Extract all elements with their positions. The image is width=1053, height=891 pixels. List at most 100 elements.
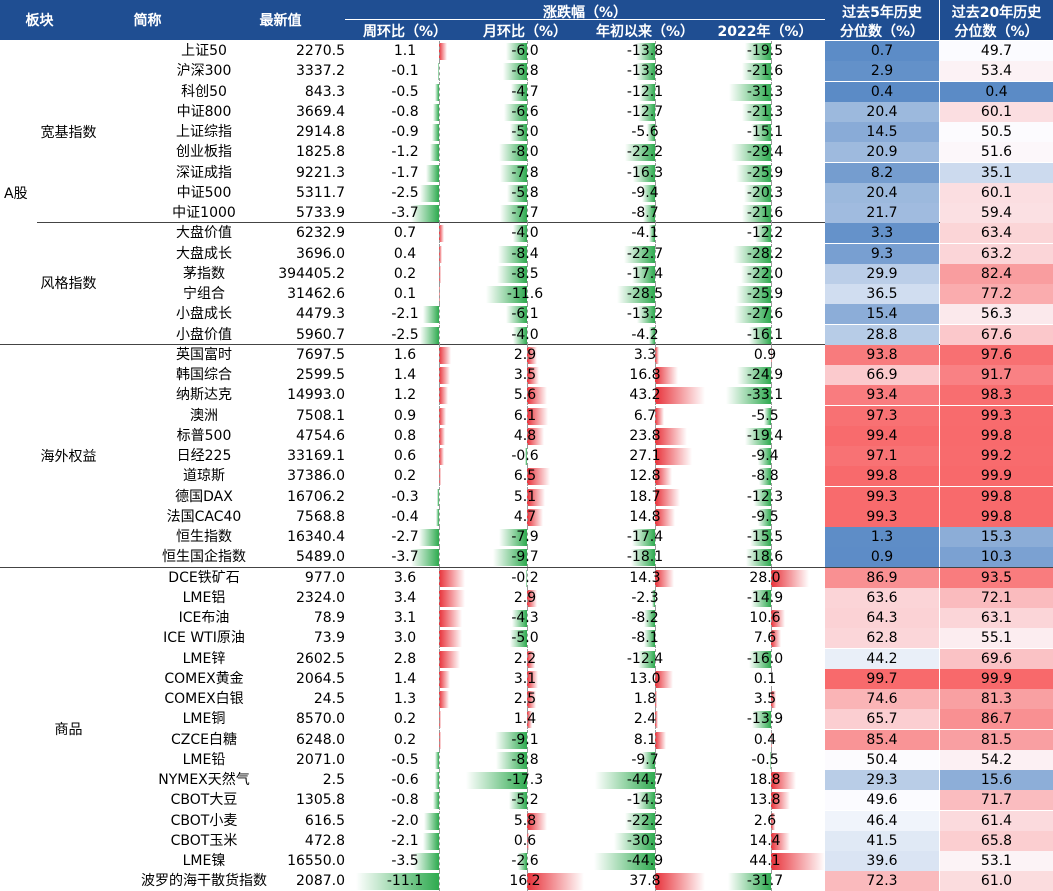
row-y2022-bar bbox=[745, 549, 771, 567]
row-latest: 6232.9 bbox=[296, 225, 345, 242]
row-p5-percentile: 3.3 bbox=[825, 223, 939, 244]
row-p5-percentile: 46.4 bbox=[825, 810, 939, 831]
row-p5-percentile: 20.9 bbox=[825, 142, 939, 163]
zero-line bbox=[527, 851, 528, 871]
row-ytd-cell: 14.8 bbox=[585, 506, 705, 527]
row-monthly-cell: 2.5 bbox=[465, 689, 585, 709]
row-name: 上证综指 bbox=[176, 124, 232, 140]
zero-line bbox=[771, 41, 772, 61]
row-p20-percentile: 86.7 bbox=[940, 709, 1053, 730]
row-ytd-bar bbox=[625, 144, 655, 162]
row-ytd-cell: 2.4 bbox=[585, 709, 705, 730]
row-weekly-cell: 1.6 bbox=[345, 344, 465, 365]
row-weekly-bar bbox=[439, 650, 460, 668]
row-ytd-cell: -16.3 bbox=[585, 162, 705, 183]
row-weekly-cell: -0.1 bbox=[345, 61, 465, 82]
row-monthly-value: 1.4 bbox=[513, 711, 537, 728]
row-p5-percentile: 36.5 bbox=[825, 284, 939, 304]
row-weekly-cell: 0.4 bbox=[345, 243, 465, 264]
separator-overseas-commodity bbox=[0, 567, 1053, 568]
row-latest: 24.5 bbox=[313, 691, 345, 707]
row-ytd-bar bbox=[647, 124, 655, 141]
row-y2022-bar bbox=[736, 164, 771, 182]
zero-line bbox=[655, 871, 656, 891]
header-latest: 最新值 bbox=[216, 0, 345, 40]
row-y2022-cell: -15.1 bbox=[705, 122, 825, 142]
row-p5-percentile: 86.9 bbox=[825, 567, 939, 588]
row-latest: 2071.0 bbox=[296, 751, 345, 768]
row-y2022-cell: -15.5 bbox=[705, 527, 825, 547]
zero-line bbox=[655, 851, 656, 871]
row-monthly-bar bbox=[527, 691, 536, 708]
zero-line bbox=[439, 263, 440, 284]
row-p20-percentile: 50.5 bbox=[940, 122, 1053, 142]
row-monthly-bar bbox=[503, 63, 527, 81]
row-p20-percentile: 61.4 bbox=[940, 810, 1053, 831]
row-weekly-bar bbox=[411, 549, 439, 567]
row-y2022-cell: 28.0 bbox=[705, 567, 825, 588]
row-y2022-bar bbox=[741, 265, 771, 283]
row-ytd-cell: -44.9 bbox=[585, 851, 705, 871]
row-ytd-bar bbox=[655, 407, 665, 425]
row-y2022-cell: -16.1 bbox=[705, 324, 825, 345]
table-row: DCE铁矿石 977.0 3.6 -0.2 14.3 28.0 86.9 93.5 bbox=[0, 567, 1053, 588]
row-latest: 5489.0 bbox=[296, 549, 345, 566]
zero-line bbox=[439, 41, 440, 61]
row-weekly-cell: 1.2 bbox=[345, 385, 465, 406]
row-monthly-value: 5.1 bbox=[513, 488, 537, 505]
row-monthly-value: 5.8 bbox=[513, 812, 537, 829]
row-y2022-bar bbox=[732, 245, 771, 263]
row-p5-percentile: 99.3 bbox=[825, 506, 939, 527]
row-monthly-bar bbox=[508, 792, 527, 810]
row-ytd-cell: -13.8 bbox=[585, 61, 705, 82]
row-monthly-value: 5.6 bbox=[513, 387, 537, 404]
row-weekly-cell: -0.8 bbox=[345, 790, 465, 811]
row-p20-percentile: 71.7 bbox=[940, 790, 1053, 811]
table-row: 日经225 33169.1 0.6 -0.6 27.1 -9.4 97.1 99.2 bbox=[0, 446, 1053, 466]
row-p5-percentile: 41.5 bbox=[825, 830, 939, 851]
row-weekly-cell: -2.5 bbox=[345, 182, 465, 203]
row-latest: 7508.1 bbox=[296, 407, 345, 424]
row-p20-percentile: 61.0 bbox=[940, 871, 1053, 891]
row-weekly-cell: -0.3 bbox=[345, 486, 465, 507]
row-y2022-cell: -18.6 bbox=[705, 547, 825, 568]
zero-line bbox=[439, 689, 440, 709]
row-ytd-value: -8.2 bbox=[631, 610, 659, 626]
row-ytd-bar bbox=[655, 427, 688, 445]
row-y2022-cell: -27.6 bbox=[705, 304, 825, 325]
row-name: 小盘价值 bbox=[176, 326, 232, 343]
row-ytd-value: 43.2 bbox=[629, 387, 661, 404]
zero-line bbox=[771, 223, 772, 244]
row-weekly-value: -0.9 bbox=[391, 124, 419, 140]
category-commodity: 商品 bbox=[54, 722, 83, 738]
row-y2022-value: -15.1 bbox=[746, 124, 784, 140]
row-y2022-value: -25.9 bbox=[746, 286, 784, 302]
row-y2022-value: 28.0 bbox=[749, 569, 781, 586]
table-row: 恒生国企指数 5489.0 -3.7 -9.7 -18.1 -18.6 0.9 10.3 bbox=[0, 547, 1053, 568]
row-weekly-bar bbox=[439, 427, 445, 445]
row-y2022-cell: -29.4 bbox=[705, 142, 825, 163]
row-weekly-cell: -3.5 bbox=[345, 851, 465, 871]
row-ytd-bar bbox=[614, 832, 655, 850]
zero-line bbox=[527, 830, 528, 851]
row-monthly-value: -4.3 bbox=[511, 610, 539, 626]
row-monthly-value: -9.7 bbox=[511, 549, 539, 566]
row-ytd-bar bbox=[655, 468, 673, 486]
table-row: 德国DAX 16706.2 -0.3 5.1 18.7 -12.3 99.3 99.8 bbox=[0, 486, 1053, 507]
row-monthly-bar bbox=[497, 265, 527, 283]
row-monthly-value: -8.4 bbox=[511, 245, 539, 262]
row-y2022-bar bbox=[741, 205, 771, 222]
row-p20-percentile: 99.8 bbox=[940, 425, 1053, 446]
zero-line bbox=[771, 81, 772, 102]
row-y2022-value: 13.8 bbox=[749, 792, 781, 809]
zero-line bbox=[771, 689, 772, 709]
row-monthly-cell: -4.3 bbox=[465, 608, 585, 628]
zero-line bbox=[655, 122, 656, 142]
table-row: LME铅 2071.0 -0.5 -8.8 -9.7 -0.5 50.4 54.2 bbox=[0, 749, 1053, 770]
zero-line bbox=[771, 405, 772, 426]
row-weekly-bar bbox=[412, 853, 439, 870]
zero-line bbox=[439, 871, 440, 891]
row-name: CBOT大豆 bbox=[170, 792, 238, 809]
row-monthly-value: 2.9 bbox=[513, 589, 537, 606]
separator-a-overseas bbox=[0, 344, 1053, 345]
